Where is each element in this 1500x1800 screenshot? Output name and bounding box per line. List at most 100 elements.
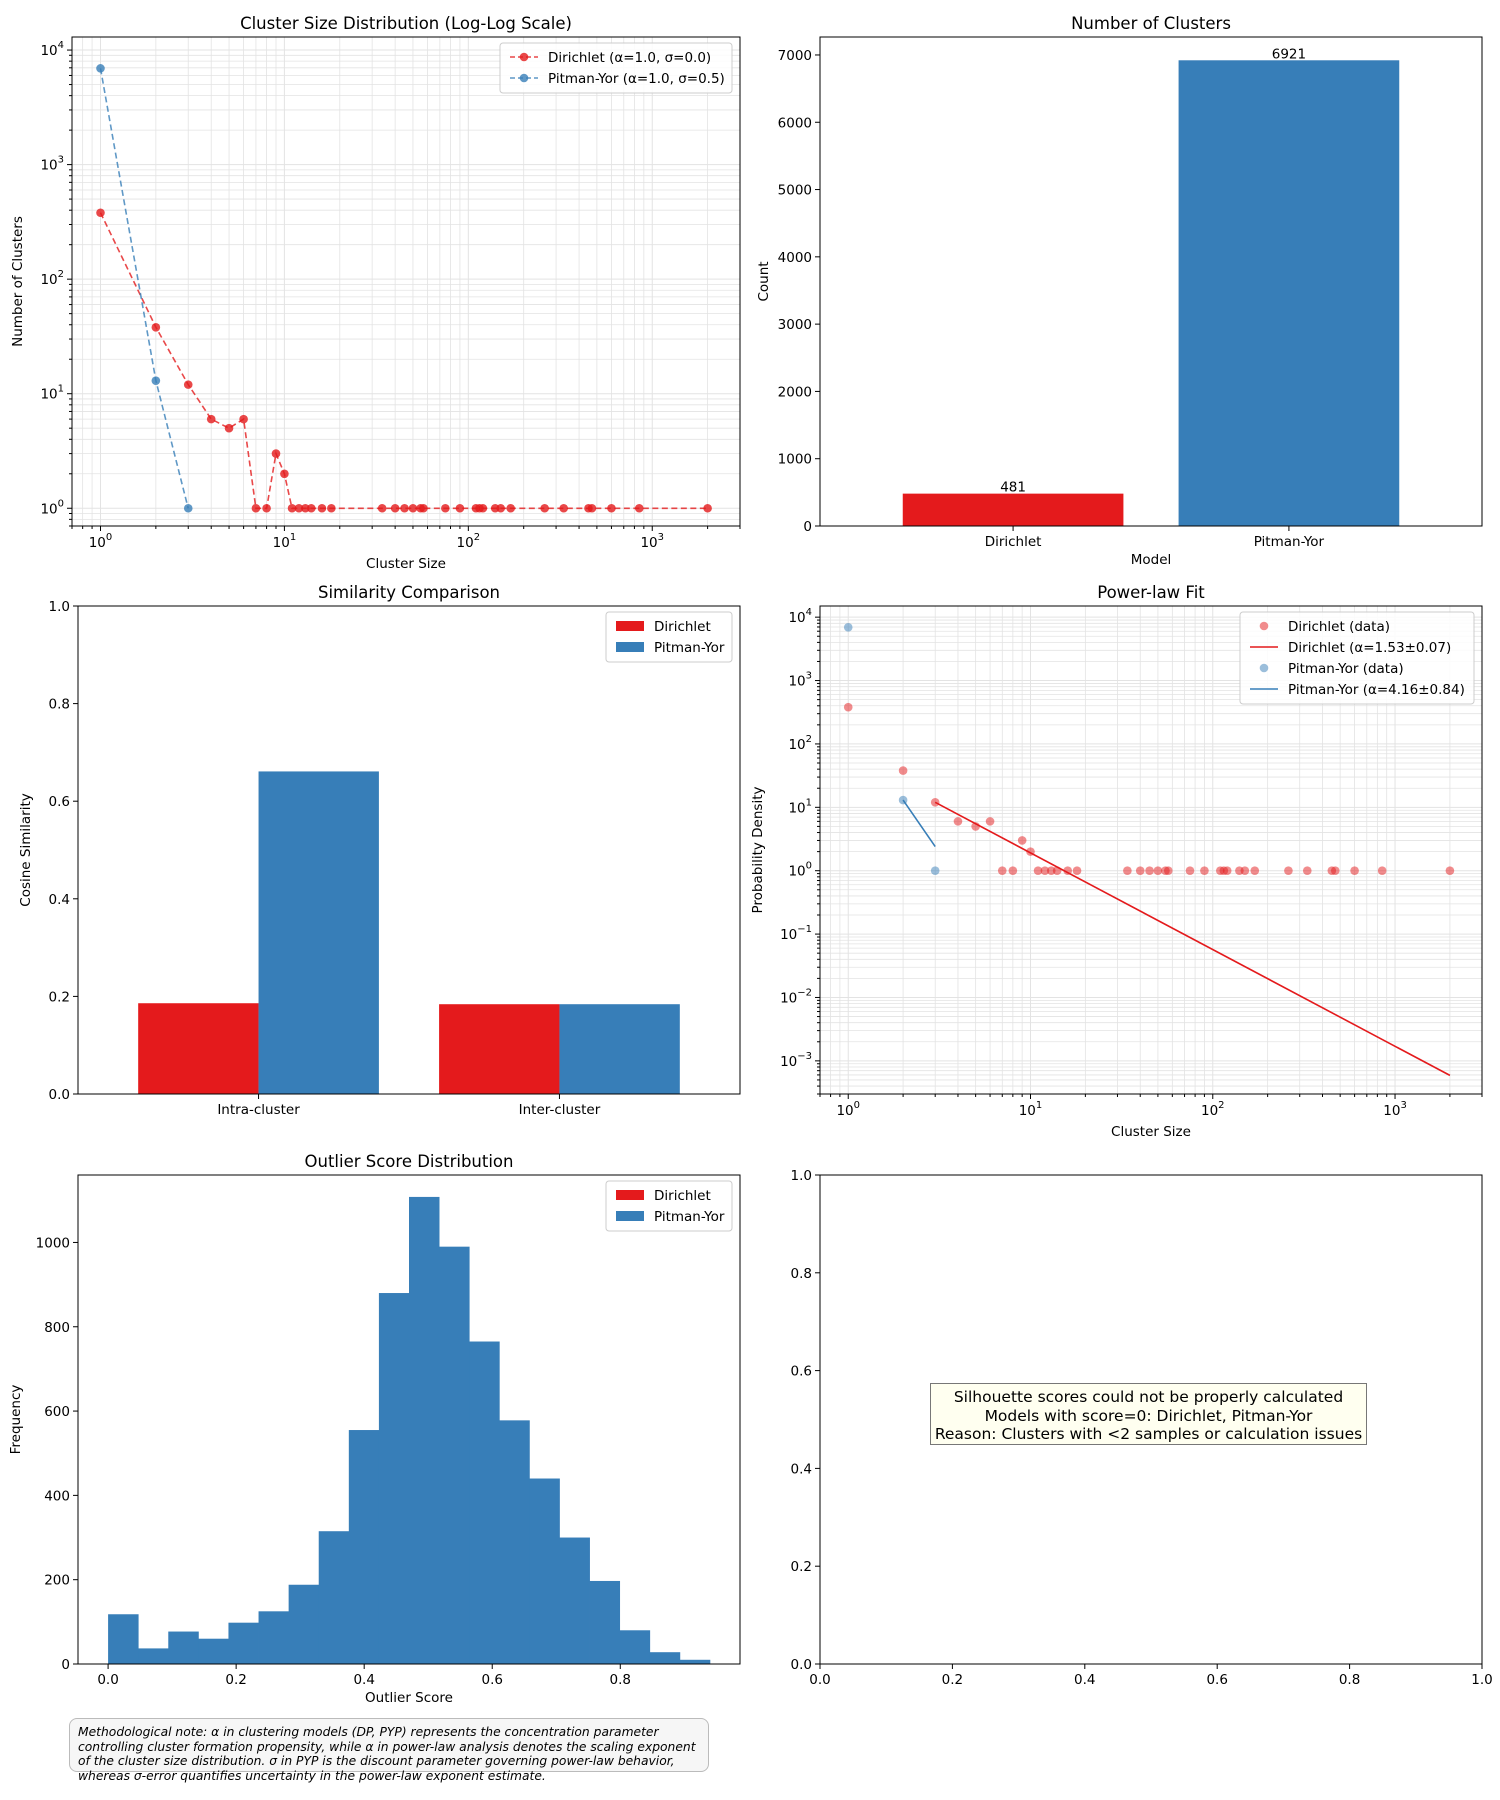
data-point: [1284, 866, 1293, 876]
histogram-bar: [589, 1580, 621, 1664]
x-axis-label: Model: [1131, 552, 1172, 568]
series-dirichlet-points: [843, 702, 1455, 876]
data-point: [953, 817, 963, 826]
chart-similarity-comparison: 0.0 0.2 0.4 0.6 0.8 1.0 Intra-cluster Inter-clu…: [18, 583, 741, 1118]
y-axis-label: Number of Clusters: [10, 216, 26, 347]
data-point: [1072, 866, 1082, 876]
data-point: [1240, 866, 1250, 876]
histogram-bar: [439, 1246, 470, 1664]
category-label: Dirichlet: [985, 534, 1042, 550]
y-tick-label: 102: [788, 734, 812, 753]
y-tick-label: 1.0: [791, 1168, 812, 1184]
y-tick-label: 800: [44, 1320, 70, 1336]
data-point: [317, 503, 327, 513]
histogram-bar: [679, 1659, 711, 1664]
y-tick-label: 2000: [778, 384, 812, 400]
chart-cluster-size-distribution: 100 101 102 103 100 101 102 103 104 Cluster Size …: [10, 14, 741, 572]
legend: Dirichlet Pitman-Yor: [605, 1180, 733, 1232]
data-point: [294, 503, 304, 513]
data-point: [997, 866, 1007, 876]
legend-box: [1239, 611, 1475, 705]
x-tick-label: 100: [89, 532, 113, 551]
silhouette-message-line-1: Silhouette scores could not be properly …: [953, 1388, 1344, 1406]
x-tick-label: 1.0: [1471, 1672, 1492, 1688]
histogram-bar: [348, 1430, 380, 1664]
x-axis-label: Cluster Size: [1111, 1124, 1191, 1140]
fit-line: [902, 799, 936, 848]
data-point: [1250, 866, 1260, 876]
y-tick-label: 600: [44, 1404, 70, 1420]
x-tick-label: 0.0: [809, 1672, 830, 1688]
x-tick-label: 100: [836, 1100, 860, 1119]
series-pitman-yor: [96, 64, 193, 513]
data-point: [224, 423, 234, 433]
data-point: [1185, 866, 1195, 876]
plot-frame: [71, 36, 741, 527]
note-line-2: controlling cluster formation propensity…: [78, 1739, 696, 1754]
histogram-bar: [649, 1652, 681, 1664]
y-tick-label: 5000: [778, 183, 812, 199]
legend-label: Dirichlet: [654, 1188, 711, 1204]
data-point: [634, 503, 644, 513]
data-point: [239, 414, 248, 424]
x-tick-label: 103: [1383, 1100, 1407, 1119]
fit-line: [934, 801, 1451, 1077]
histogram-bar: [108, 1614, 139, 1664]
data-point: [419, 503, 428, 513]
data-point: [400, 503, 409, 513]
y-tick-label: 0.6: [791, 1364, 812, 1380]
bar-pitman-yor: [258, 771, 379, 1094]
data-point: [587, 503, 597, 513]
y-tick-label: 101: [40, 384, 64, 403]
legend-box: [499, 42, 733, 94]
data-point: [271, 449, 281, 458]
chart-title: Cluster Size Distribution (Log-Log Scale…: [240, 14, 572, 33]
category-label: Inter-cluster: [519, 1102, 601, 1118]
methodological-note: Methodological note: α in clustering mod…: [69, 1718, 709, 1783]
y-tick-label: 0.6: [49, 794, 70, 810]
y-tick-label: 0: [803, 519, 812, 535]
data-point: [898, 766, 908, 775]
data-point: [1153, 866, 1163, 876]
silhouette-message-box: Silhouette scores could not be properly …: [930, 1383, 1367, 1445]
data-point: [1033, 866, 1043, 876]
y-axis-label: Count: [756, 261, 772, 301]
data-point: [206, 414, 216, 424]
y-tick-label: 200: [44, 1573, 70, 1589]
legend-label: Dirichlet (α=1.53±0.07): [1288, 640, 1451, 656]
data-point: [1145, 866, 1154, 876]
x-tick-label: 102: [457, 532, 481, 551]
note-line-4: whereas σ-error quantifies uncertainty i…: [78, 1768, 546, 1783]
y-tick-label: 1.0: [49, 599, 70, 615]
histogram-bar: [318, 1531, 350, 1664]
x-tick-label: 0.2: [942, 1672, 963, 1688]
chart-number-of-clusters: 0 1000 2000 3000 4000 5000 6000 7000 481 Dirichle…: [756, 14, 1483, 568]
x-tick-label: 0.6: [1206, 1672, 1227, 1688]
legend-swatch-marker: [1259, 621, 1269, 631]
bar-dirichlet: [138, 1003, 259, 1094]
chart-outlier-score-distribution: 0 200 400 600 800 1000 0.0 0.2 0.4 0.6 0.8 Outlier …: [8, 1152, 741, 1706]
data-point: [496, 503, 506, 513]
histogram-bar: [228, 1622, 259, 1664]
y-tick-label: 0.2: [791, 1559, 812, 1575]
data-point: [441, 503, 450, 513]
y-tick-label: 10−3: [780, 1051, 812, 1070]
x-tick-label: 0.4: [353, 1672, 374, 1688]
data-point: [478, 503, 488, 513]
legend-swatch: [616, 621, 644, 631]
data-point: [843, 702, 853, 712]
x-axis-label: Cluster Size: [366, 556, 446, 572]
histogram-bar: [168, 1631, 199, 1664]
legend-swatch-marker: [519, 73, 529, 83]
data-point: [96, 208, 105, 218]
y-tick-label: 0.8: [791, 1266, 812, 1282]
series-dirichlet-line: [934, 801, 1451, 1077]
y-tick-label: 1000: [36, 1235, 70, 1251]
y-tick-label: 104: [40, 40, 64, 59]
data-point: [1302, 866, 1312, 876]
y-tick-label: 0.8: [49, 697, 70, 713]
data-point: [1163, 866, 1173, 876]
histogram-bar: [198, 1638, 229, 1664]
y-tick-label: 6000: [778, 115, 812, 131]
bar-pitman-yor: [559, 1004, 680, 1094]
